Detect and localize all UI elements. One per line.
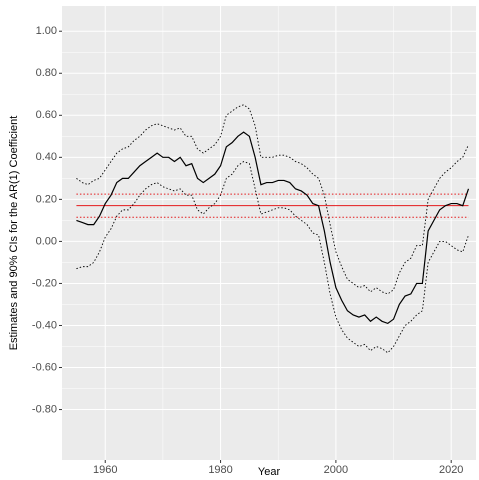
x-tick-label: 1960: [93, 464, 117, 476]
panel-background: [62, 6, 476, 460]
series-line: [76, 131, 470, 325]
series-line: [76, 161, 469, 354]
y-tick-label: 0.20: [36, 193, 57, 205]
y-tick-label: 0.00: [36, 235, 57, 247]
y-tick-label: -0.60: [32, 361, 57, 373]
y-tick-label: 1.00: [36, 25, 57, 37]
series-line: [76, 104, 469, 295]
x-tick-label: 2020: [439, 464, 463, 476]
y-tick-label: 0.80: [36, 67, 57, 79]
y-tick-label: 0.60: [36, 109, 57, 121]
y-tick-label: -0.40: [32, 319, 57, 331]
x-tick-label: 1980: [208, 464, 232, 476]
y-tick-label: -0.80: [32, 403, 57, 415]
y-tick-label: -0.20: [32, 277, 57, 289]
y-tick-label: 0.40: [36, 151, 57, 163]
x-axis-title: Year: [258, 466, 281, 478]
y-axis-title: Estimates and 90% CIs for the AR(1) Coef…: [8, 116, 20, 351]
x-tick-label: 2000: [324, 464, 348, 476]
